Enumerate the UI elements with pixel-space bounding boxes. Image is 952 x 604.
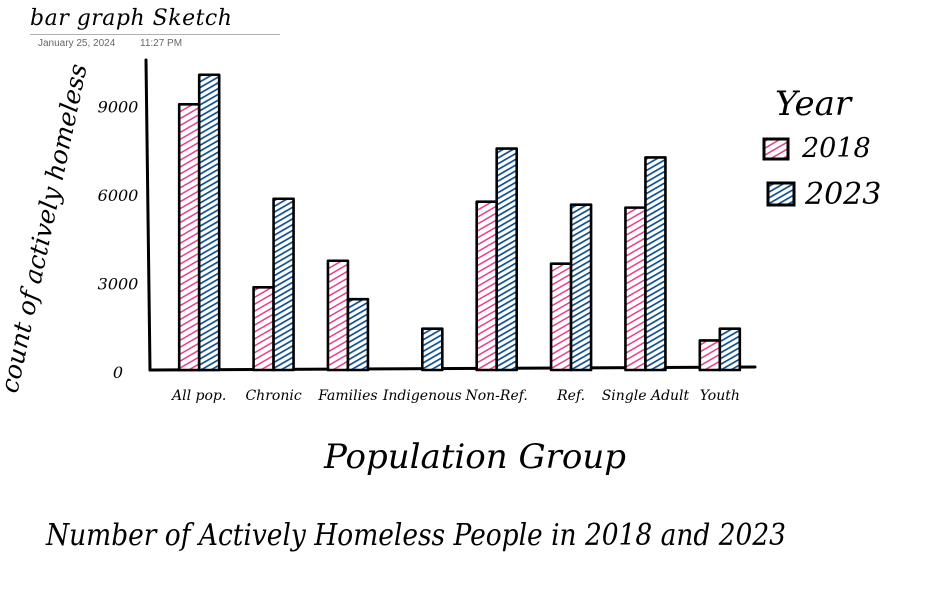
bar-2023 [644,156,667,372]
note-time: 11:27 PM [140,38,183,49]
bar-2018 [326,259,350,372]
x-tick-label: Families [317,388,377,404]
legend-swatch-2018 [762,137,790,161]
bar-2023 [718,327,742,372]
y-tick-label: 0 [113,363,123,382]
x-tick-label: Non-Ref. [464,388,527,404]
x-tick-label: Ref. [556,388,585,404]
chart-bars [177,73,742,372]
bar-2018 [698,339,722,372]
note-title-underline [30,34,280,35]
bar-2018 [252,286,275,372]
x-tick-label: Indigenous [382,388,462,404]
y-ticks: 0 3000 6000 9000 [98,97,139,382]
legend-label-2018: 2018 [801,133,871,164]
x-tick-label: Chronic [245,388,301,404]
note-date: January 25, 2024 [38,38,116,49]
legend-label-2023: 2023 [804,177,881,212]
y-axis-label: count of actively homeless [0,61,93,395]
bar-2023 [272,197,295,372]
legend-swatch-2023 [766,181,796,207]
bar-2018 [549,262,573,372]
legend: Year 2018 2023 [762,84,881,212]
bar-2023 [495,147,518,372]
x-tick-label: All pop. [170,388,226,404]
bar-2023 [569,203,593,372]
note-title: bar graph Sketch [30,6,233,31]
legend-title: Year [775,84,853,124]
bar-2023 [346,297,370,372]
x-category-labels: All pop. Chronic Families Indigenous Non-Ref… [170,388,740,404]
bar-2023 [197,73,221,372]
bar-2018 [475,200,498,372]
y-tick-label: 3000 [98,274,139,293]
bar-2018 [624,206,647,372]
x-tick-label: Youth [700,388,740,404]
bar-2018 [177,102,201,372]
y-tick-label: 9000 [98,97,139,116]
chart-title: Number of Actively Homeless People in 20… [45,518,786,553]
bar-2023 [421,327,444,372]
y-tick-label: 6000 [98,186,139,205]
y-axis-line [144,58,152,372]
x-axis-label: Population Group [323,437,626,477]
x-tick-label: Single Adult [602,388,690,404]
